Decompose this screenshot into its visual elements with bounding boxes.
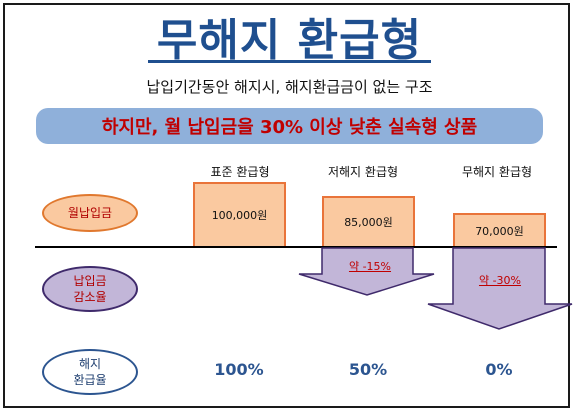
refund-label-line1: 해지 [78,356,102,371]
payment-value-low-refund: 85,000원 [344,216,393,229]
monthly-payment-label: 월납입금 [67,205,113,220]
refund-label-line2: 환급율 [73,373,107,387]
column-header-no-refund: 무해지 환급형 [461,165,533,179]
column-header-low-refund: 저해지 환급형 [327,165,399,179]
column-header-standard: 표준 환급형 [210,165,270,179]
payment-bar-standard: 100,000원 [193,182,286,248]
page-title: 무해지 환급형 [156,15,423,66]
reduction-label-line2: 감소율 [73,290,107,304]
reduction-arrow-no-refund [427,247,573,330]
outer-frame [3,3,570,408]
refund-rate-standard: 100% [214,360,264,379]
baseline [35,246,557,248]
row-label-refund-rate: 해지 환급율 [42,349,138,395]
payment-bar-low-refund: 85,000원 [322,196,415,248]
refund-rate-no-refund: 0% [485,360,513,379]
subtitle: 납입기간동안 해지시, 해지환급금이 없는 구조 [146,78,433,96]
payment-bar-no-refund: 70,000원 [453,213,546,248]
row-label-payment-reduction: 납입금 감소율 [42,266,138,312]
reduction-value-no-refund: 약 -30% [478,274,522,287]
payment-value-no-refund: 70,000원 [475,224,524,238]
title-underline [148,60,431,63]
reduction-arrow-low-refund [298,247,435,296]
highlight-banner: 하지만, 월 납입금을 30% 이상 낮춘 실속형 상품 [36,108,543,144]
refund-rate-low-refund: 50% [348,360,388,379]
row-label-monthly-payment: 월납입금 [42,194,138,232]
payment-value-standard: 100,000원 [211,209,268,222]
reduction-value-low-refund: 약 -15% [348,260,392,273]
reduction-label-line1: 납입금 [73,273,107,288]
